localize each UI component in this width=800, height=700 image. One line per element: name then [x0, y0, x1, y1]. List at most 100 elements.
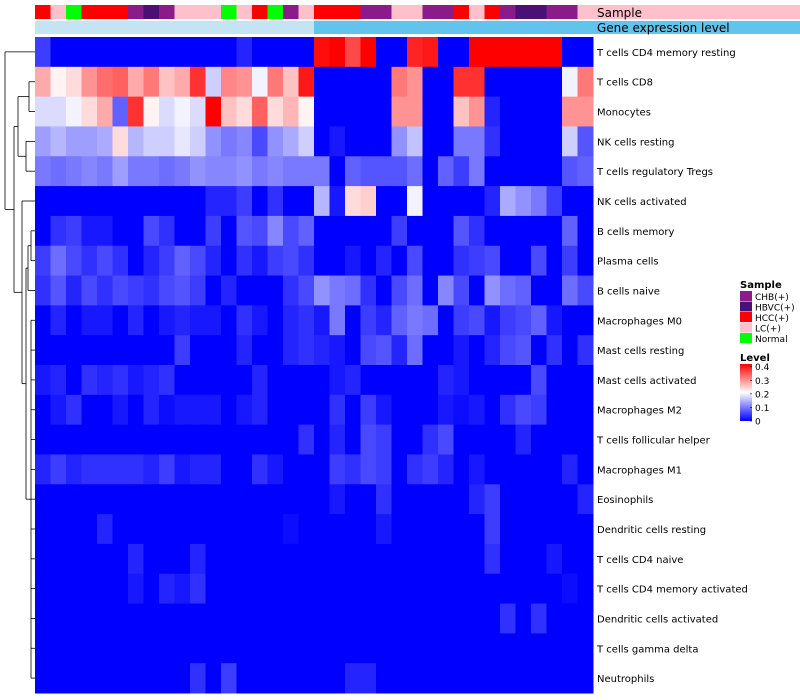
- heatmap-cell: [531, 454, 547, 485]
- heatmap-cell: [314, 156, 330, 187]
- level-legend: Level 0.4 0.3 0.2 0.1 0: [740, 353, 770, 428]
- heatmap-cell: [221, 37, 237, 68]
- heatmap-cell: [205, 424, 222, 455]
- heatmap-cell: [453, 543, 470, 575]
- heatmap-cell: [562, 126, 578, 157]
- heatmap-cell: [35, 335, 51, 366]
- heatmap-cell: [438, 603, 454, 634]
- heatmap-cell: [283, 633, 299, 664]
- heatmap-cell: [345, 365, 361, 396]
- heatmap-cell: [345, 484, 361, 515]
- heatmap-cell: [35, 215, 51, 247]
- heatmap-cell: [66, 305, 82, 336]
- heatmap-cell: [577, 454, 594, 485]
- heatmap-cell: [407, 96, 423, 127]
- heatmap-cell: [97, 573, 113, 605]
- heatmap-cell: [500, 335, 516, 366]
- heatmap-cell: [360, 484, 377, 515]
- heatmap-cell: [391, 454, 408, 485]
- heatmap-cell: [484, 66, 501, 98]
- heatmap-cell: [438, 305, 454, 336]
- heatmap-cell: [531, 305, 547, 336]
- gene-expression-level-cell: [190, 21, 206, 34]
- heatmap-cell: [128, 96, 144, 127]
- heatmap-cell: [252, 275, 268, 306]
- heatmap-cell: [546, 305, 563, 336]
- heatmap-cell: [50, 66, 67, 98]
- heatmap-cell: [112, 126, 129, 157]
- sample-annotation-cell: [252, 5, 268, 19]
- heatmap-cell: [267, 335, 284, 366]
- heatmap-cell: [438, 96, 454, 127]
- heatmap-cell: [500, 66, 516, 98]
- heatmap-cell: [469, 663, 485, 694]
- heatmap-cell: [283, 156, 299, 187]
- heatmap-cell: [391, 514, 408, 545]
- heatmap-cell: [252, 424, 268, 455]
- heatmap-cell: [205, 514, 222, 545]
- heatmap-cell: [66, 663, 82, 694]
- heatmap-cell: [360, 543, 377, 575]
- heatmap-cell: [546, 573, 563, 605]
- heatmap-cell: [391, 305, 408, 336]
- heatmap-cell: [515, 484, 532, 515]
- heatmap-cell: [128, 663, 144, 694]
- heatmap-cell: [66, 394, 82, 426]
- heatmap-cell: [267, 573, 284, 605]
- heatmap-cell: [546, 245, 563, 277]
- sample-legend-swatch: [740, 322, 752, 333]
- heatmap-cell: [376, 603, 392, 634]
- heatmap-cell: [252, 96, 268, 127]
- heatmap-cell: [221, 305, 237, 336]
- heatmap-cell: [422, 186, 439, 217]
- heatmap-cell: [298, 633, 315, 664]
- sample-annotation-cell: [531, 5, 547, 19]
- heatmap-cell: [128, 186, 144, 217]
- heatmap-cell: [221, 543, 237, 575]
- heatmap-cell: [112, 543, 129, 575]
- heatmap-cell: [438, 156, 454, 187]
- heatmap-cell: [267, 96, 284, 127]
- heatmap-cell: [35, 156, 51, 187]
- heatmap-cell: [159, 365, 175, 396]
- gene-expression-level-cell: [252, 21, 268, 34]
- heatmap-cell: [531, 66, 547, 98]
- heatmap-cell: [159, 66, 175, 98]
- heatmap-cell: [422, 603, 439, 634]
- heatmap-cell: [81, 514, 98, 545]
- heatmap-cell: [298, 365, 315, 396]
- heatmap-cell: [97, 663, 113, 694]
- heatmap-cell: [66, 245, 82, 277]
- gene-expression-level-cell: [469, 21, 485, 34]
- heatmap-cell: [376, 573, 392, 605]
- heatmap-cell: [252, 186, 268, 217]
- heatmap-cell: [376, 543, 392, 575]
- heatmap-cell: [143, 156, 160, 187]
- heatmap-cell: [407, 156, 423, 187]
- heatmap-cell: [546, 335, 563, 366]
- heatmap-cell: [143, 37, 160, 68]
- heatmap-cell: [515, 335, 532, 366]
- heatmap-cell: [562, 603, 578, 634]
- heatmap-cell: [360, 633, 377, 664]
- heatmap-cell: [97, 365, 113, 396]
- heatmap-cell: [128, 37, 144, 68]
- heatmap-cell: [453, 245, 470, 277]
- heatmap-cell: [438, 484, 454, 515]
- heatmap-cell: [376, 186, 392, 217]
- heatmap-cell: [376, 335, 392, 366]
- heatmap-cell: [329, 37, 346, 68]
- heatmap-cell: [50, 394, 67, 426]
- heatmap-cell: [546, 424, 563, 455]
- heatmap-cell: [407, 37, 423, 68]
- heatmap-cell: [267, 365, 284, 396]
- row-label: Mast cells resting: [597, 346, 684, 357]
- heatmap-cell: [469, 543, 485, 575]
- heatmap-cell: [159, 335, 175, 366]
- gene-expression-level-cell: [128, 21, 144, 34]
- heatmap-cell: [531, 484, 547, 515]
- heatmap-cell: [314, 633, 330, 664]
- sample-annotation-cell: [407, 5, 423, 19]
- sample-annotation-cell: [469, 5, 485, 19]
- heatmap-cell: [236, 275, 253, 306]
